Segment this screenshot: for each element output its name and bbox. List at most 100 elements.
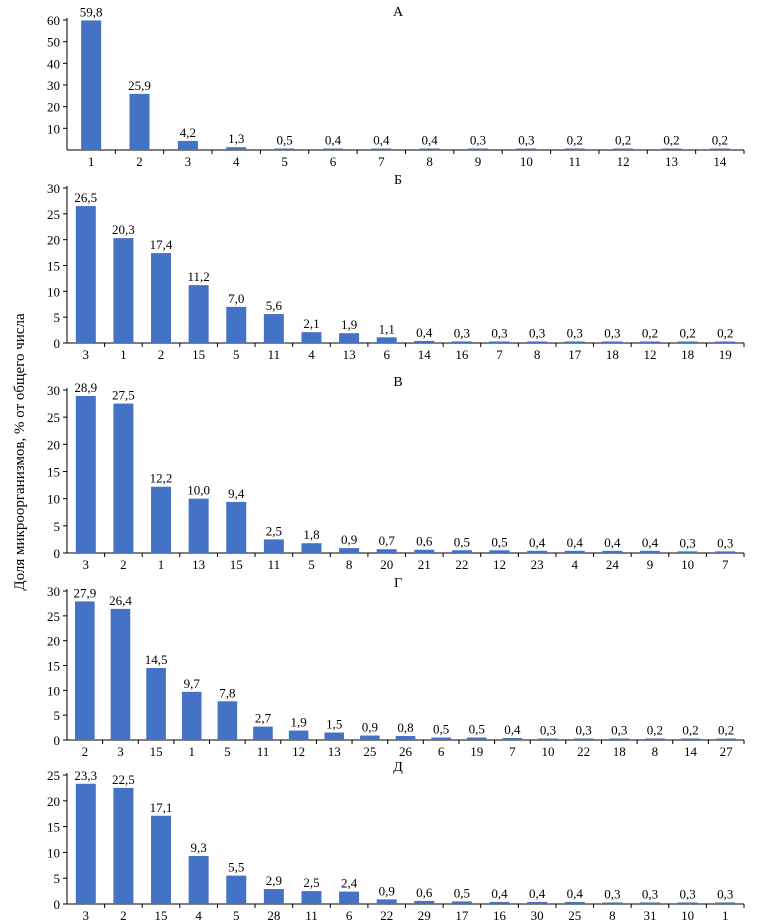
bar: [516, 148, 537, 150]
bar: [301, 332, 322, 343]
x-tick-label: 7: [378, 154, 385, 169]
data-label: 0,4: [567, 535, 584, 550]
data-label: 0,9: [379, 883, 395, 898]
x-tick-label: 1: [88, 154, 95, 169]
x-tick-label: 2: [120, 908, 127, 920]
x-tick-label: 17: [455, 908, 469, 920]
x-tick-label: 4: [233, 154, 240, 169]
x-tick-label: 1: [158, 557, 165, 572]
chart-panel: Б051015202530326,5120,3217,41511,257,011…: [47, 173, 745, 362]
bar: [451, 341, 472, 343]
y-tick-label: 25: [47, 410, 60, 425]
x-tick-label: 1: [120, 347, 127, 362]
data-label: 0,3: [529, 325, 545, 340]
data-label: 5,6: [266, 298, 283, 313]
bar: [360, 735, 380, 740]
bar: [226, 147, 247, 150]
x-tick-label: 8: [426, 154, 433, 169]
data-label: 0,9: [362, 720, 378, 735]
chart-panel: Д0510152025323,3222,51517,149,355,5282,9…: [47, 760, 745, 920]
data-label: 0,2: [679, 326, 695, 341]
x-tick-label: 25: [363, 744, 376, 759]
bar: [151, 815, 172, 904]
data-label: 5,5: [228, 860, 244, 875]
chart-panels: А102030405060159,8225,934,241,350,560,47…: [47, 4, 745, 920]
x-tick-label: 1: [188, 744, 195, 759]
data-label: 20,3: [112, 222, 135, 237]
x-tick-label: 15: [150, 744, 163, 759]
x-tick-label: 5: [281, 154, 288, 169]
bar: [188, 285, 209, 343]
data-label: 9,3: [191, 840, 207, 855]
x-tick-label: 18: [613, 744, 626, 759]
data-label: 2,4: [341, 876, 358, 891]
bar: [75, 395, 96, 553]
bar: [639, 550, 660, 553]
y-tick-label: 5: [54, 871, 61, 886]
x-tick-label: 18: [681, 347, 694, 362]
bar: [466, 737, 487, 740]
x-tick-label: 11: [268, 557, 281, 572]
bar: [395, 736, 416, 740]
data-label: 0,4: [567, 886, 584, 901]
x-tick-label: 3: [185, 154, 192, 169]
x-tick-label: 6: [383, 347, 390, 362]
data-label: 0,8: [397, 720, 413, 735]
data-label: 1,3: [228, 131, 244, 146]
y-tick-label: 25: [47, 609, 60, 624]
bar: [677, 341, 698, 343]
y-tick-label: 5: [54, 708, 61, 723]
bar: [414, 340, 435, 343]
x-tick-label: 22: [380, 908, 393, 920]
y-tick-label: 0: [54, 733, 61, 748]
bar: [339, 548, 360, 553]
data-label: 0,3: [454, 325, 470, 340]
x-tick-label: 12: [292, 744, 305, 759]
bar: [113, 403, 134, 553]
data-label: 1,1: [379, 321, 395, 336]
data-label: 0,3: [518, 133, 534, 148]
x-tick-label: 24: [606, 557, 620, 572]
data-label: 0,3: [642, 886, 658, 901]
data-label: 22,5: [112, 772, 135, 787]
bar: [376, 549, 397, 553]
data-label: 0,3: [567, 325, 583, 340]
x-tick-label: 4: [572, 557, 579, 572]
data-label: 0,4: [604, 535, 621, 550]
x-tick-label: 6: [346, 908, 353, 920]
bar: [371, 148, 392, 150]
x-tick-label: 3: [117, 744, 124, 759]
bar: [677, 902, 698, 904]
data-label: 0,3: [491, 325, 507, 340]
data-label: 0,3: [679, 535, 695, 550]
bar: [639, 902, 660, 904]
data-label: 14,5: [145, 652, 168, 667]
x-tick-label: 10: [542, 744, 555, 759]
bar: [489, 550, 510, 553]
chart-panel: А 10 20 30 40 50 60 1 59,8 2 25,9 3 4,2 4 1,3 5 0,5 6 0,4 7…: [47, 4, 745, 169]
bar: [661, 148, 682, 150]
y-tick-label: 15: [47, 820, 60, 835]
data-label: 0,2: [717, 326, 733, 341]
bar: [715, 341, 736, 343]
bar: [376, 899, 397, 904]
bar: [602, 550, 623, 553]
y-tick-label: 0: [54, 897, 61, 912]
x-tick-label: 3: [83, 908, 90, 920]
x-tick-label: 13: [192, 557, 205, 572]
bar: [81, 20, 102, 150]
chart-title: Д: [393, 760, 403, 775]
x-tick-label: 11: [305, 908, 318, 920]
data-label: 0,2: [647, 723, 663, 738]
data-label: 0,3: [717, 535, 733, 550]
bar: [502, 738, 523, 740]
x-tick-label: 9: [647, 557, 654, 572]
bar: [263, 539, 284, 553]
y-tick-label: 10: [47, 121, 60, 136]
data-label: 0,3: [604, 886, 620, 901]
bar: [527, 901, 548, 904]
bar: [263, 889, 284, 904]
y-tick-label: 60: [47, 13, 60, 28]
data-label: 1,9: [290, 715, 306, 730]
data-label: 0,5: [276, 133, 292, 148]
